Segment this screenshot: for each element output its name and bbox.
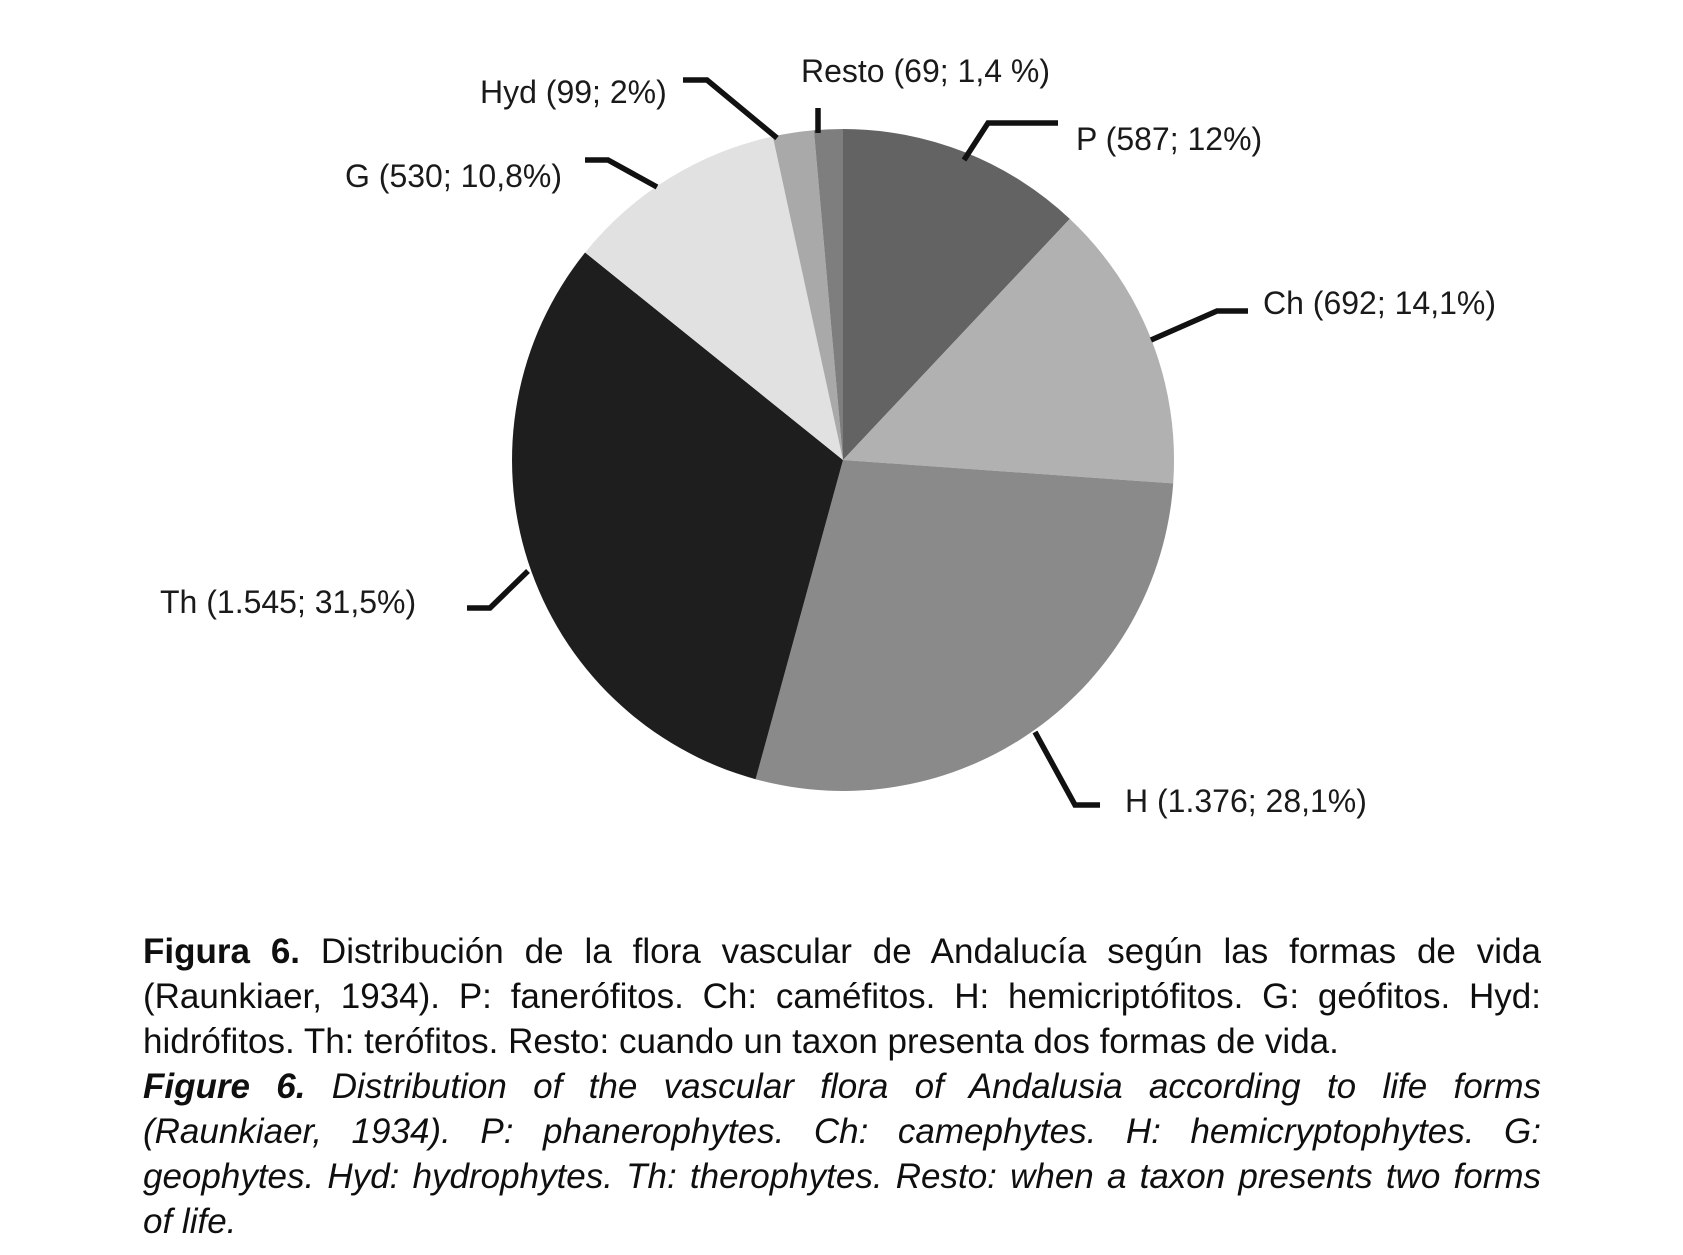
pie-slice-Th — [512, 252, 843, 780]
leader-line-G — [585, 157, 659, 190]
caption-line-en-4: of life. — [143, 1202, 237, 1241]
leader-line-Hyd — [683, 77, 779, 141]
leader-line-P — [961, 120, 1058, 162]
caption-figure-number-es: Figura 6. — [143, 932, 301, 971]
caption-line-es-2: (Raunkiaer, 1934). P: fanerófitos. Ch: c… — [143, 977, 1541, 1016]
leader-line-Ch — [1149, 308, 1248, 343]
pie-label-Hyd: Hyd (99; 2%) — [480, 74, 667, 111]
pie-slice-Hyd — [772, 130, 843, 461]
caption-line-es-3: hidrófitos. Th: terófitos. Resto: cuando… — [143, 1022, 1339, 1061]
caption-figure-number-en: Figure 6. — [143, 1067, 306, 1106]
figure-caption: Figura 6. Distribución de la flora vascu… — [143, 929, 1541, 1244]
leader-line-H — [1032, 730, 1100, 808]
caption-english: Figure 6. Distribution of the vascular f… — [143, 1064, 1541, 1244]
pie-slice-P — [843, 129, 1070, 460]
pie-label-H: H (1.376; 28,1%) — [1125, 783, 1367, 820]
caption-line-en-2: (Raunkiaer, 1934). P: phanerophytes. Ch:… — [143, 1112, 1541, 1151]
pie-label-Ch: Ch (692; 14,1%) — [1263, 285, 1497, 322]
leader-line-Th — [467, 569, 530, 611]
pie-slices — [512, 129, 1175, 791]
caption-spanish: Figura 6. Distribución de la flora vascu… — [143, 929, 1541, 1064]
leader-lines — [467, 77, 1248, 808]
pie-slice-Ch — [843, 218, 1175, 484]
pie-label-Resto: Resto (69; 1,4 %) — [801, 53, 1050, 90]
pie-slice-H — [755, 460, 1174, 791]
caption-line-es-1: Figura 6. Distribución de la flora vascu… — [143, 932, 1541, 971]
caption-line-en-3: geophytes. Hyd: hydrophytes. Th: theroph… — [143, 1157, 1541, 1196]
pie-label-Th: Th (1.545; 31,5%) — [160, 584, 417, 621]
pie-slice-Resto — [813, 129, 843, 460]
pie-label-G: G (530; 10,8%) — [345, 158, 562, 195]
pie-slice-G — [585, 136, 843, 460]
caption-line-en-1: Figure 6. Distribution of the vascular f… — [143, 1067, 1541, 1106]
pie-label-P: P (587; 12%) — [1076, 121, 1263, 158]
